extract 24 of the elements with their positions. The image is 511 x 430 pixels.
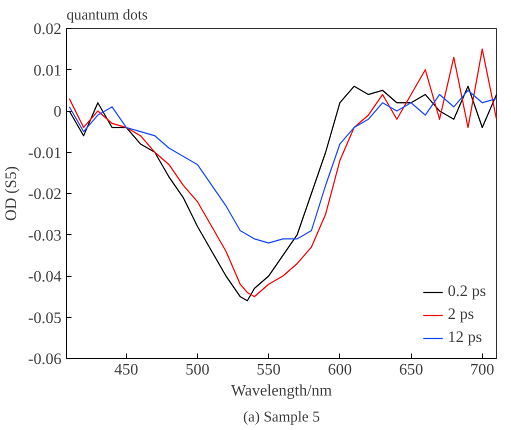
- legend-label: 2 ps: [448, 306, 474, 324]
- y-tick-label: -0.02: [28, 186, 62, 203]
- text: (a) Sample 5: [243, 410, 320, 426]
- line-series: [68, 48, 496, 298]
- y-tick-label: -0.04: [28, 268, 62, 286]
- y-tick-label: 0.02: [34, 21, 62, 38]
- legend-label: 12 ps: [448, 329, 482, 347]
- x-tick-label: 700: [470, 362, 494, 378]
- y-tick-label: -0.05: [28, 310, 62, 327]
- y-tick-label: -0.01: [28, 144, 62, 162]
- x-tick-label: 600: [328, 362, 352, 378]
- y-tick-label: -0.06: [28, 351, 62, 368]
- y-axis-title: OD (S5): [3, 166, 20, 221]
- y-tick-label: -0.03: [28, 227, 62, 244]
- legend-label: 0.2 ps: [448, 283, 486, 301]
- y-tick-label: 0: [54, 104, 62, 120]
- x-tick-label: 450: [114, 362, 138, 378]
- line-series: [68, 90, 496, 244]
- x-tick-label: 550: [256, 362, 281, 378]
- chart-title: quantum dots: [66, 8, 148, 24]
- x-axis-title: Wavelength/nm: [231, 382, 333, 400]
- y-tick-label: 0.01: [34, 62, 62, 80]
- x-tick-label: 500: [185, 362, 210, 378]
- x-tick-label: 650: [399, 362, 424, 378]
